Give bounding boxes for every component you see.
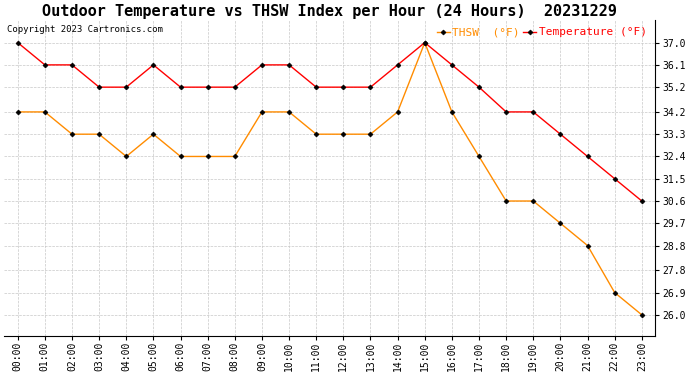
Legend: THSW  (°F), Temperature (°F): THSW (°F), Temperature (°F) (437, 27, 647, 38)
Title: Outdoor Temperature vs THSW Index per Hour (24 Hours)  20231229: Outdoor Temperature vs THSW Index per Ho… (42, 4, 618, 19)
THSW  (°F) (177, 154, 185, 159)
Line: Temperature (°F): Temperature (°F) (16, 41, 644, 203)
Temperature (°F) (502, 110, 511, 114)
THSW  (°F) (339, 132, 348, 136)
Temperature (°F) (339, 85, 348, 89)
THSW  (°F) (122, 154, 130, 159)
Temperature (°F) (475, 85, 483, 89)
THSW  (°F) (366, 132, 375, 136)
Temperature (°F) (177, 85, 185, 89)
THSW  (°F) (611, 290, 619, 295)
Temperature (°F) (95, 85, 104, 89)
Temperature (°F) (556, 132, 564, 136)
Temperature (°F) (122, 85, 130, 89)
THSW  (°F) (638, 313, 646, 317)
Temperature (°F) (366, 85, 375, 89)
Temperature (°F) (68, 63, 76, 67)
Temperature (°F) (529, 110, 538, 114)
Text: Copyright 2023 Cartronics.com: Copyright 2023 Cartronics.com (8, 25, 164, 34)
THSW  (°F) (475, 154, 483, 159)
Temperature (°F) (584, 154, 592, 159)
Temperature (°F) (258, 63, 266, 67)
Temperature (°F) (393, 63, 402, 67)
THSW  (°F) (556, 221, 564, 225)
THSW  (°F) (95, 132, 104, 136)
Temperature (°F) (638, 199, 646, 203)
THSW  (°F) (584, 243, 592, 248)
THSW  (°F) (68, 132, 76, 136)
THSW  (°F) (529, 199, 538, 203)
THSW  (°F) (312, 132, 320, 136)
Temperature (°F) (230, 85, 239, 89)
Temperature (°F) (41, 63, 49, 67)
Temperature (°F) (421, 40, 429, 45)
THSW  (°F) (14, 110, 22, 114)
THSW  (°F) (204, 154, 212, 159)
THSW  (°F) (149, 132, 157, 136)
Temperature (°F) (312, 85, 320, 89)
THSW  (°F) (502, 199, 511, 203)
Temperature (°F) (14, 40, 22, 45)
Line: THSW  (°F): THSW (°F) (16, 41, 644, 316)
Temperature (°F) (448, 63, 456, 67)
Temperature (°F) (204, 85, 212, 89)
Temperature (°F) (285, 63, 293, 67)
THSW  (°F) (421, 40, 429, 45)
THSW  (°F) (448, 110, 456, 114)
THSW  (°F) (230, 154, 239, 159)
THSW  (°F) (258, 110, 266, 114)
Temperature (°F) (611, 177, 619, 181)
THSW  (°F) (393, 110, 402, 114)
THSW  (°F) (41, 110, 49, 114)
Temperature (°F) (149, 63, 157, 67)
THSW  (°F) (285, 110, 293, 114)
